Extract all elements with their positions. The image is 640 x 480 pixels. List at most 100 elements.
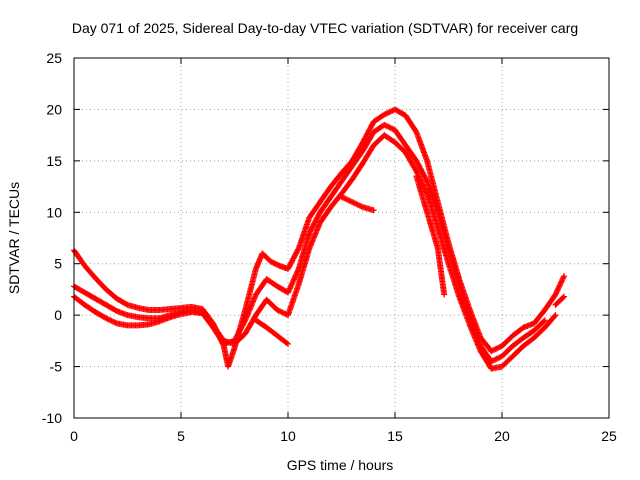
data-point [112,319,119,326]
data-point [387,108,394,115]
data-point [387,125,394,132]
data-point [385,123,392,130]
data-point [553,288,560,295]
data-point [561,273,568,280]
y-tick-label: 0 [54,307,62,323]
x-tick-label: 5 [177,428,185,444]
data-point [541,317,548,324]
data-point [351,200,358,207]
data-point [494,355,501,362]
data-point [441,291,448,298]
data-point [494,344,501,351]
data-point [496,354,503,361]
x-tick-label: 0 [70,428,78,444]
data-point [345,197,352,204]
data-point [492,346,499,353]
data-point [353,200,360,207]
data-point [381,111,388,118]
x-tick-label: 10 [280,428,296,444]
data-point [492,356,499,363]
data-point [557,280,564,287]
data-point [556,283,563,290]
data-point [241,318,248,325]
data-point [552,312,559,319]
data-point [561,293,568,300]
data-point [493,355,500,362]
data-point [386,124,393,131]
data-point [382,122,389,129]
data-point [489,357,496,364]
data-point [558,279,565,286]
y-axis-ticks: -10 -5 0 5 10 15 20 25 [42,50,609,426]
data-point [350,199,357,206]
data-point [382,110,389,117]
y-tick-label: 15 [46,153,62,169]
data-point [414,169,421,176]
data-point [349,199,356,205]
data-point [278,308,285,315]
data-point [275,307,282,314]
y-axis-label: SDTVAR / TECUs [6,182,22,294]
data-point [285,340,291,347]
x-tick-label: 15 [387,428,403,444]
y-tick-label: 25 [46,50,62,66]
data-point [338,193,345,200]
data-point [560,274,567,281]
data-point [555,284,562,291]
y-tick-label: 5 [54,256,62,272]
y-tick-label: -10 [42,410,62,426]
data-point [540,318,547,325]
plot-frame [73,57,610,419]
data-point [107,317,114,324]
data-point [370,207,377,214]
data-point [423,189,430,196]
data-point [343,196,350,203]
data-point [413,168,420,175]
data-point [496,344,503,351]
data-point [389,125,396,132]
data-point [341,195,348,202]
data-point [553,290,560,297]
y-tick-label: -5 [50,359,63,375]
data-point [423,177,430,184]
data-point [104,315,111,322]
data-point [358,203,365,210]
data-point [347,198,354,205]
x-axis-ticks: 0 5 10 15 20 25 [70,58,617,444]
data-point [559,294,566,301]
chart-title: Day 071 of 2025, Sidereal Day-to-day VTE… [72,20,578,36]
data-point [489,347,496,354]
data-point [111,319,118,326]
data-point [559,275,566,282]
data-point [109,318,116,325]
data-point [552,291,559,298]
data-point [105,316,112,323]
data-point [103,315,110,322]
data-point [383,110,390,117]
y-tick-label: 10 [46,204,62,220]
data-point [488,348,495,355]
data-points [71,106,568,372]
x-axis-label: GPS time / hours [287,457,394,473]
y-tick-label: 20 [46,101,62,117]
data-point [386,109,393,115]
data-point [493,345,500,352]
data-point [295,246,302,253]
data-point [276,308,283,315]
data-point [283,340,290,347]
data-point [383,123,390,130]
data-point [556,282,563,289]
grid-lines [74,58,609,418]
data-point [554,286,561,293]
data-point [381,121,388,128]
data-point [339,194,346,201]
data-point [279,309,286,316]
data-point [346,197,353,204]
data-point [342,195,349,202]
data-point [554,287,561,294]
data-point [357,202,364,209]
data-point [490,357,497,364]
data-point [354,201,361,208]
data-point [274,307,281,313]
